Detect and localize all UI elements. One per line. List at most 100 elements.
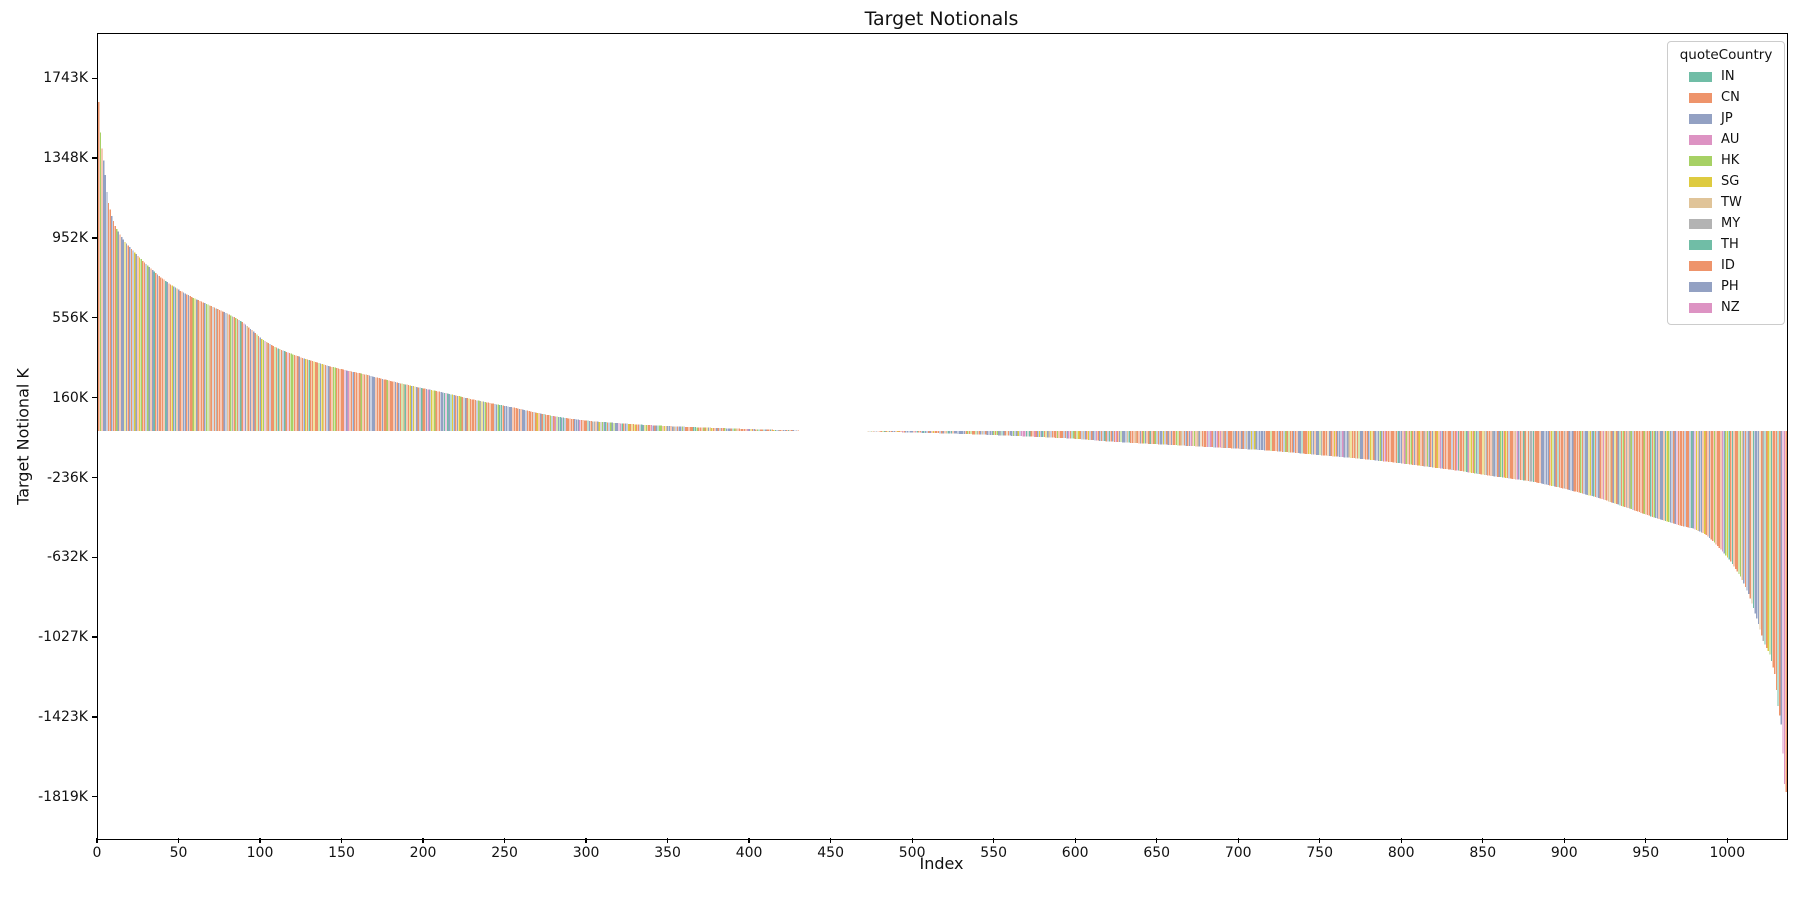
bar [1014,430,1016,436]
bar [1599,430,1601,499]
legend-swatch [1689,155,1712,166]
bar [363,374,366,431]
bar [554,416,556,431]
bar [683,426,685,431]
bar [1236,430,1238,449]
bar [424,388,426,431]
bar [318,362,320,431]
bar [1772,430,1774,668]
bar [176,288,178,431]
bar [1635,430,1637,511]
bar [243,323,245,431]
bar [1462,430,1465,472]
bar [968,430,971,435]
bar [1281,430,1284,452]
bar [297,356,299,431]
bar [1133,430,1135,444]
bar [499,404,501,431]
bar [1332,430,1334,457]
bar [209,305,211,431]
y-tick-label: 160K [52,389,88,406]
bar [1650,430,1652,517]
bar [432,390,434,431]
bar [1506,430,1509,479]
x-tick-label: 650 [1143,845,1171,861]
bar [1125,430,1127,443]
bar [334,367,336,431]
bar [1415,430,1417,466]
bar [533,412,535,431]
bar [975,430,977,435]
bar [287,352,289,431]
bar [1208,430,1210,448]
bar [1244,430,1246,450]
bar [381,378,384,431]
bar [720,428,723,431]
bar [520,409,522,431]
legend-label: NZ [1721,300,1740,315]
legend-item: ID [1675,255,1777,276]
y-tick-label: -1819K [38,788,88,805]
bar [544,414,547,431]
bar [1006,430,1008,436]
bar [1366,430,1368,460]
bar [179,290,181,431]
bar [1710,430,1712,540]
bar [724,428,726,431]
bar [277,348,279,431]
bar [577,419,579,431]
bar [1022,430,1024,437]
bar [1488,430,1491,476]
bar [905,430,907,433]
bar [1446,430,1448,470]
bar [1301,430,1303,454]
bar [1523,430,1525,481]
bar [331,366,333,431]
bar [220,310,222,431]
bar [1040,430,1042,438]
bar [634,424,636,431]
bar [1195,430,1197,447]
bar [1232,430,1235,449]
legend-swatch [1689,197,1712,208]
bar [872,430,874,432]
bar [1400,430,1403,464]
bar [1513,430,1515,480]
bar [1655,430,1657,519]
bar [1004,430,1006,436]
bar [1175,430,1178,446]
bar [1130,430,1132,443]
bar [1674,430,1676,525]
bar [1487,430,1489,476]
bar [235,318,237,431]
bar [740,428,742,431]
bar [1368,430,1370,460]
x-tick-label: 800 [1387,845,1415,861]
bar [1606,430,1608,501]
bar [732,428,734,431]
x-tick-mark [96,838,98,843]
bar [390,380,392,431]
bar [672,426,674,431]
bar [1721,430,1724,552]
bar [196,299,198,431]
bar [1294,430,1297,453]
bar [1320,430,1323,456]
bar [213,307,216,431]
bar [117,231,120,431]
bar [509,406,511,431]
bar [1076,430,1078,439]
bar [1735,430,1737,570]
bar [373,376,375,431]
bar [678,426,680,431]
bar [1616,430,1618,505]
bar [1624,430,1626,507]
bar [1588,430,1590,496]
legend-item: HK [1675,150,1777,171]
y-tick-mark [92,397,97,399]
bar [1412,430,1414,465]
bar [618,423,620,431]
bar [1501,430,1504,478]
bar [1376,430,1378,461]
bar [1748,430,1750,594]
